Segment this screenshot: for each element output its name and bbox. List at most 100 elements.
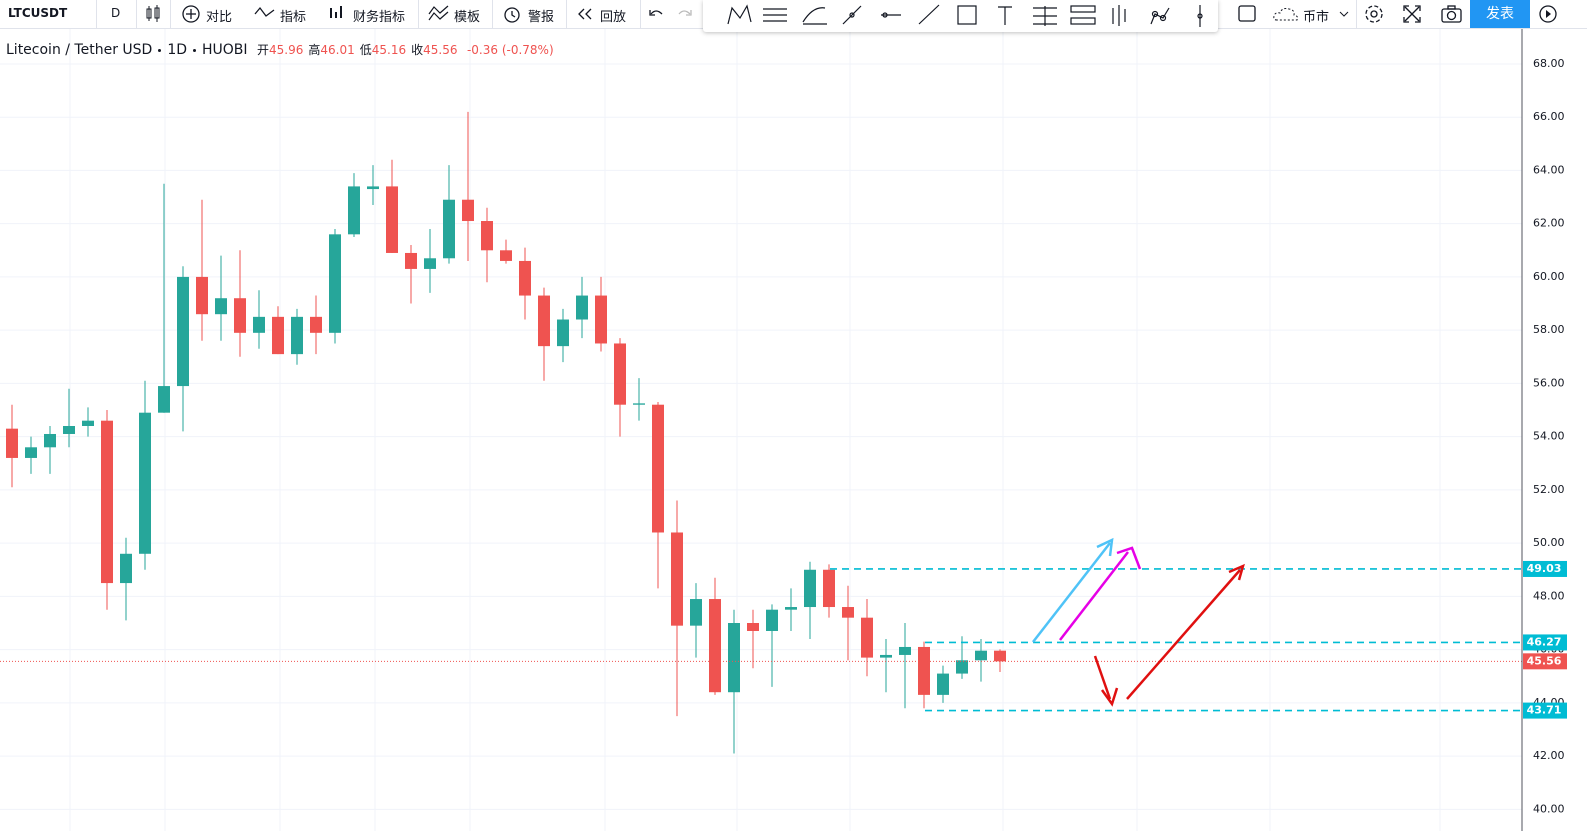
indicators[interactable]: 指标 [280, 10, 307, 25]
undo-redo[interactable] [646, 4, 696, 24]
candle-body [937, 673, 949, 695]
candle-body [101, 420, 113, 584]
candle-body [329, 234, 341, 333]
candle-body [348, 186, 360, 235]
legend-interval: 1D [167, 42, 188, 58]
candle-body [6, 428, 18, 458]
candle-body [310, 316, 322, 333]
candle-body [595, 295, 607, 344]
candle-body [234, 298, 246, 333]
legend: Litecoin / Tether USD 1D HUOBI 开45.96 高46.0… [6, 41, 554, 58]
drawings [1032, 537, 1245, 707]
candle-body [880, 654, 892, 658]
candle-body [139, 412, 151, 554]
candle-body [120, 553, 132, 584]
candle-body [538, 295, 550, 347]
candle-body [804, 569, 816, 608]
templates[interactable]: 模板 [454, 10, 481, 25]
candle-body [424, 258, 436, 269]
price-label-bg [1523, 702, 1567, 719]
candle-body [196, 276, 208, 315]
candles [6, 111, 1006, 754]
top-toolbar: LTCUSDT D 对比 指标 财务指标 模板 警报 回放 [0, 0, 1587, 32]
candle-body [557, 319, 569, 347]
y-tick-label: 48.00 [1533, 589, 1565, 602]
candle-body [994, 650, 1006, 662]
replay-icon[interactable] [576, 4, 596, 24]
drawing-tools[interactable] [703, 0, 1218, 32]
candle-body [747, 623, 759, 631]
interval[interactable]: D [111, 6, 121, 20]
ohlc-value: 45.16 [371, 43, 407, 57]
candle-body [272, 316, 284, 355]
indicator-icon[interactable] [254, 4, 276, 24]
dropdown[interactable] [1338, 4, 1350, 24]
y-tick-label: 58.00 [1533, 323, 1565, 336]
overlays: 40.0042.0044.0046.0048.0050.0052.0054.00… [0, 57, 1567, 815]
drawing-toolbar [703, 0, 1218, 32]
y-tick-label: 54.00 [1533, 430, 1565, 443]
price-label-bg [1523, 560, 1567, 577]
exchange: HUOBI [202, 42, 248, 58]
candle-body [785, 607, 797, 610]
candle-body [519, 260, 531, 296]
y-tick-label: 60.00 [1533, 270, 1565, 283]
snapshot-icon[interactable] [1440, 4, 1464, 26]
y-tick-label: 40.00 [1533, 802, 1565, 815]
financials[interactable]: 财务指标 [353, 10, 406, 25]
price-label: 46.27 [1527, 635, 1562, 648]
fullscreen-icon[interactable] [1402, 4, 1424, 26]
ohlc: 开45.96 高46.01 低45.16 收45.56 [252, 42, 458, 58]
price-label: 45.56 [1527, 654, 1562, 667]
settings-icon[interactable] [1364, 4, 1386, 26]
candle-body [253, 316, 265, 333]
price-label-bg [1523, 653, 1567, 670]
candle-body [918, 646, 930, 695]
candle-body [500, 250, 512, 261]
template-icon[interactable] [428, 4, 450, 24]
candle-body [956, 660, 968, 674]
candle-body [215, 298, 227, 315]
symbol[interactable]: LTCUSDT [8, 6, 68, 20]
y-tick-label: 62.00 [1533, 217, 1565, 230]
candle-body [405, 252, 417, 269]
financials-icon[interactable] [328, 4, 350, 24]
compare[interactable]: 对比 [206, 10, 233, 25]
currency-market[interactable]: 币市 [1303, 10, 1330, 25]
candle-body [481, 221, 493, 251]
y-tick-label: 66.00 [1533, 110, 1565, 123]
alert-icon[interactable] [502, 4, 524, 26]
candle-body [177, 276, 189, 387]
ohlc-label: 收 [411, 43, 424, 57]
candle-body [291, 316, 303, 355]
layout-icon[interactable] [1237, 4, 1259, 24]
y-tick-label: 52.00 [1533, 483, 1565, 496]
candle-icon[interactable] [144, 4, 162, 24]
candle-body [728, 623, 740, 693]
ohlc-value: 45.96 [269, 43, 304, 57]
replay[interactable]: 回放 [600, 10, 627, 25]
candle-body [386, 186, 398, 253]
ohlc-value: 45.56 [423, 43, 458, 57]
cloud-icon[interactable] [1272, 4, 1302, 24]
candle-body [158, 386, 170, 413]
play-icon[interactable] [1536, 4, 1560, 26]
price-label-bg [1523, 634, 1567, 651]
candle-body [899, 646, 911, 655]
candle-body [823, 569, 835, 608]
candle-body [671, 532, 683, 626]
candle-body [63, 426, 75, 434]
y-tick-label: 68.00 [1533, 57, 1565, 70]
candle-body [25, 447, 37, 458]
publish-button[interactable]: 发表 [1470, 0, 1530, 28]
ohlc-value: 46.01 [320, 43, 355, 57]
price-label: 43.71 [1527, 704, 1562, 717]
alerts[interactable]: 警报 [528, 10, 555, 25]
candle-body [766, 609, 778, 631]
y-tick-label: 56.00 [1533, 376, 1565, 389]
candle-body [576, 295, 588, 320]
compare-icon[interactable] [181, 4, 201, 24]
candle-body [462, 199, 474, 222]
